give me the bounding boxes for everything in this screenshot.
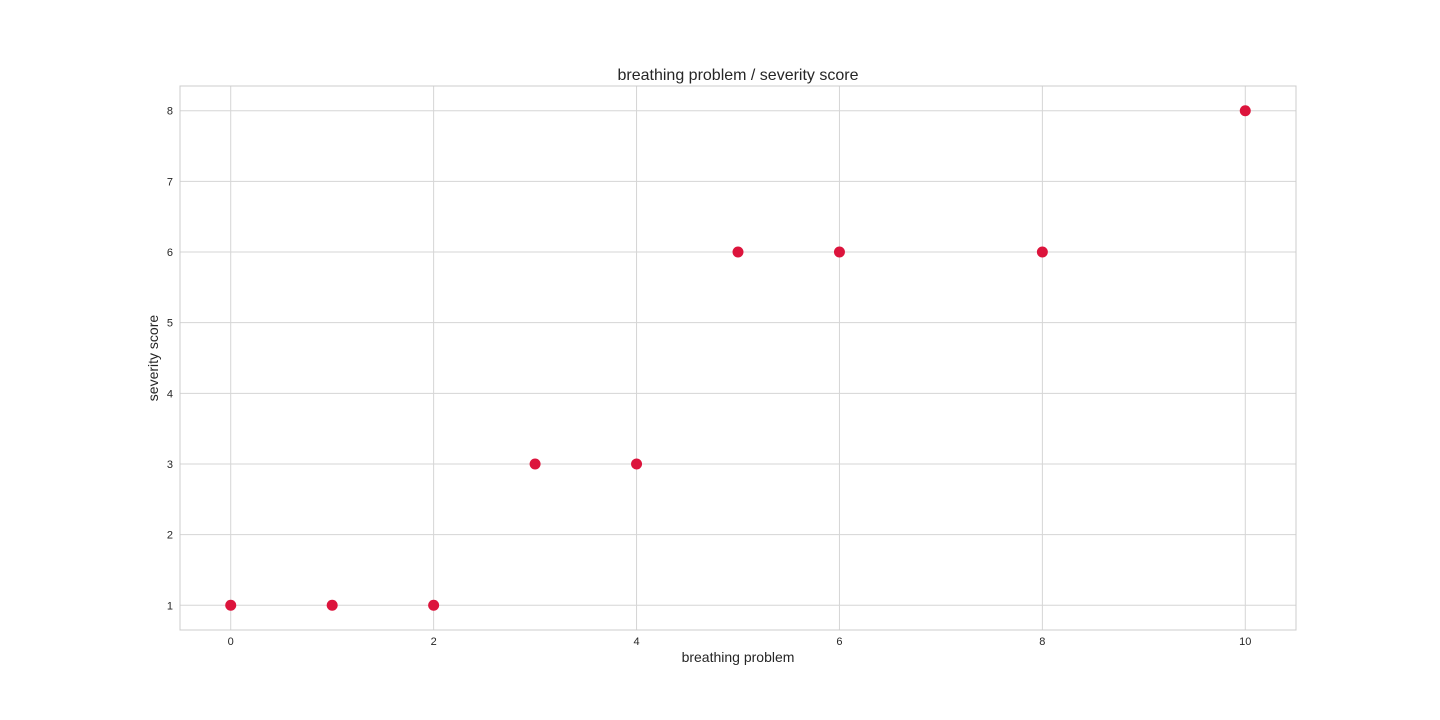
data-point bbox=[529, 458, 541, 470]
y-axis-label: severity score bbox=[145, 315, 161, 402]
data-point bbox=[732, 246, 744, 258]
x-tick-label: 0 bbox=[228, 636, 234, 648]
y-tick-label: 6 bbox=[167, 247, 173, 259]
y-tick-label: 2 bbox=[167, 530, 173, 542]
y-tick-labels: 1 2 3 4 5 6 7 8 bbox=[167, 106, 173, 613]
data-point bbox=[1239, 105, 1251, 117]
y-tick-label: 7 bbox=[167, 176, 173, 188]
plot-frame bbox=[179, 85, 1297, 631]
x-tick-labels: 0 2 4 6 8 10 bbox=[228, 636, 1252, 648]
x-tick-label: 2 bbox=[431, 636, 437, 648]
y-tick-label: 3 bbox=[167, 459, 173, 471]
x-tick-label: 10 bbox=[1239, 636, 1251, 648]
y-tick-label: 4 bbox=[167, 388, 173, 400]
data-point bbox=[326, 599, 338, 611]
x-axis-label: breathing problem bbox=[682, 649, 795, 665]
y-tick-label: 8 bbox=[167, 106, 173, 118]
data-point bbox=[225, 599, 237, 611]
y-tick-label: 5 bbox=[167, 318, 173, 330]
chart-title: breathing problem / severity score bbox=[618, 67, 859, 84]
x-tick-label: 8 bbox=[1039, 636, 1045, 648]
data-point bbox=[833, 246, 845, 258]
data-point bbox=[428, 599, 440, 611]
x-tick-label: 4 bbox=[633, 636, 639, 648]
data-point bbox=[631, 458, 643, 470]
x-tick-label: 6 bbox=[836, 636, 842, 648]
data-point bbox=[1036, 246, 1048, 258]
grid bbox=[180, 86, 1296, 630]
y-tick-label: 1 bbox=[167, 600, 173, 612]
data-points bbox=[225, 105, 1251, 611]
